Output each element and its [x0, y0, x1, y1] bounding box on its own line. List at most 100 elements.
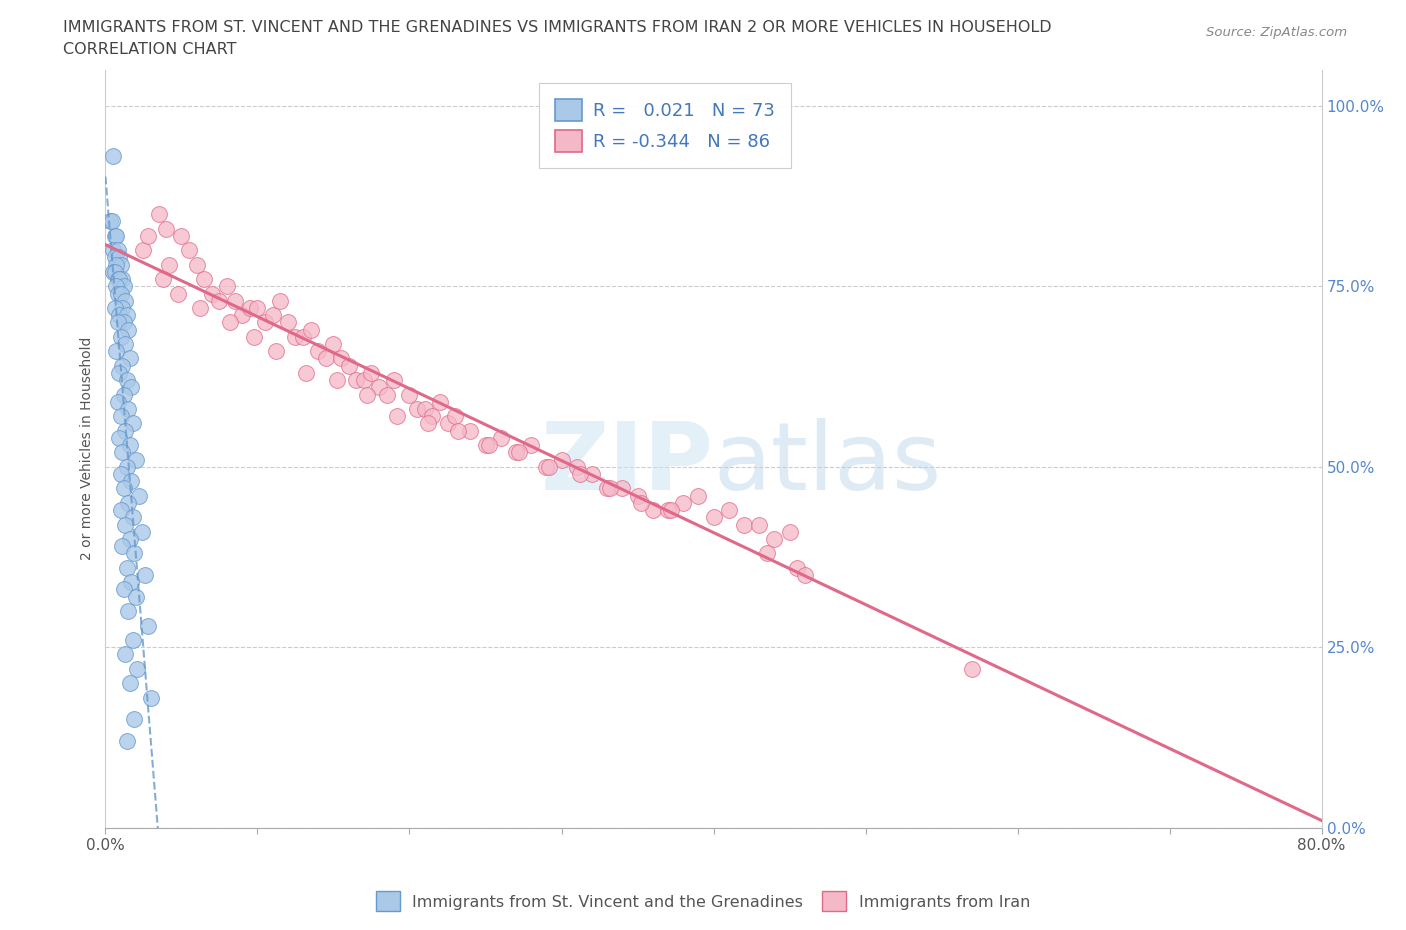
Point	[368, 380, 391, 395]
Point	[201, 286, 224, 301]
Point	[100, 214, 122, 229]
Point	[243, 329, 266, 344]
Legend: R =   0.021   N = 73, R = -0.344   N = 86: R = 0.021 N = 73, R = -0.344 N = 86	[538, 83, 792, 168]
Point	[299, 322, 322, 337]
Point	[254, 315, 277, 330]
Point	[114, 647, 136, 662]
Point	[284, 329, 307, 344]
Point	[505, 445, 527, 459]
Point	[120, 473, 142, 488]
Point	[330, 351, 353, 365]
Point	[307, 344, 329, 359]
Point	[626, 488, 648, 503]
Point	[115, 373, 138, 388]
Point	[105, 229, 128, 244]
Point	[264, 344, 287, 359]
Point	[239, 300, 262, 315]
Point	[101, 243, 124, 258]
Point	[98, 214, 121, 229]
Point	[118, 532, 141, 547]
Point	[659, 502, 682, 517]
Point	[111, 272, 134, 286]
Point	[337, 358, 360, 373]
Point	[110, 329, 132, 344]
Point	[111, 445, 134, 459]
Point	[112, 315, 135, 330]
Point	[536, 459, 558, 474]
Point	[688, 488, 710, 503]
Point	[779, 525, 801, 539]
Point	[107, 286, 129, 301]
Point	[103, 229, 125, 244]
Point	[114, 337, 136, 352]
Text: atlas: atlas	[713, 418, 942, 510]
Point	[112, 582, 135, 597]
Point	[581, 467, 603, 482]
Point	[322, 337, 344, 352]
Point	[360, 365, 382, 380]
Legend: Immigrants from St. Vincent and the Grenadines, Immigrants from Iran: Immigrants from St. Vincent and the Gren…	[370, 885, 1036, 917]
Point	[114, 293, 136, 308]
Point	[103, 264, 125, 279]
Point	[120, 380, 142, 395]
Point	[420, 409, 443, 424]
Point	[110, 409, 132, 424]
Point	[128, 488, 150, 503]
Point	[125, 452, 148, 467]
Text: CORRELATION CHART: CORRELATION CHART	[63, 42, 236, 57]
Point	[111, 538, 134, 553]
Point	[110, 502, 132, 517]
Point	[565, 459, 588, 474]
Point	[103, 250, 125, 265]
Point	[107, 272, 129, 286]
Point	[105, 279, 128, 294]
Point	[387, 409, 409, 424]
Point	[231, 308, 253, 323]
Point	[568, 467, 591, 482]
Point	[112, 279, 135, 294]
Point	[107, 394, 129, 409]
Point	[114, 517, 136, 532]
Point	[786, 561, 808, 576]
Point	[115, 308, 138, 323]
Point	[208, 293, 231, 308]
Point	[356, 387, 378, 402]
Point	[269, 293, 291, 308]
Point	[444, 409, 467, 424]
Point	[489, 431, 512, 445]
Point	[748, 517, 770, 532]
Point	[550, 452, 572, 467]
Point	[763, 532, 786, 547]
Point	[111, 300, 134, 315]
Text: IMMIGRANTS FROM ST. VINCENT AND THE GRENADINES VS IMMIGRANTS FROM IRAN 2 OR MORE: IMMIGRANTS FROM ST. VINCENT AND THE GREN…	[63, 20, 1052, 35]
Point	[612, 481, 634, 496]
Point	[217, 279, 239, 294]
Text: Source: ZipAtlas.com: Source: ZipAtlas.com	[1206, 26, 1347, 39]
Point	[793, 567, 815, 582]
Point	[474, 438, 496, 453]
Point	[110, 467, 132, 482]
Point	[717, 502, 740, 517]
Point	[101, 149, 124, 164]
Point	[520, 438, 543, 453]
Point	[960, 661, 983, 676]
Point	[124, 712, 146, 727]
Point	[277, 315, 299, 330]
Point	[139, 690, 162, 705]
Point	[115, 734, 138, 749]
Point	[124, 546, 146, 561]
Point	[538, 459, 561, 474]
Point	[136, 229, 159, 244]
Point	[353, 373, 375, 388]
Point	[429, 394, 451, 409]
Point	[188, 300, 211, 315]
Point	[117, 402, 139, 417]
Point	[111, 358, 134, 373]
Point	[121, 510, 143, 525]
Point	[170, 229, 193, 244]
Point	[134, 567, 156, 582]
Point	[118, 351, 141, 365]
Y-axis label: 2 or more Vehicles in Household: 2 or more Vehicles in Household	[80, 337, 94, 561]
Point	[132, 243, 155, 258]
Point	[630, 496, 652, 511]
